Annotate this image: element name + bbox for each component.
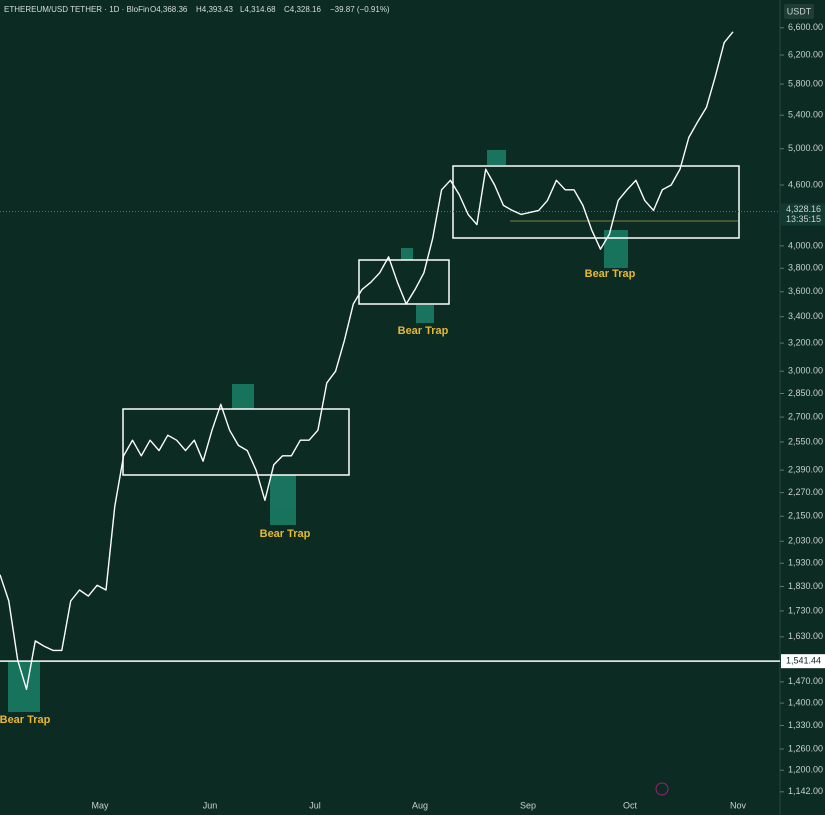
- highlight: [416, 305, 434, 323]
- y-tick-label: 2,550.00: [788, 436, 823, 446]
- y-tick-label: 3,200.00: [788, 337, 823, 347]
- y-tick-label: 1,142.00: [788, 786, 823, 796]
- y-tick-label: 1,330.00: [788, 720, 823, 730]
- y-tick-label: 1,630.00: [788, 631, 823, 641]
- y-tick-label: 1,930.00: [788, 558, 823, 568]
- y-tick-label: 2,150.00: [788, 511, 823, 521]
- y-tick-label: 1,730.00: [788, 605, 823, 615]
- y-tick-label: 3,400.00: [788, 311, 823, 321]
- price-line: [0, 31, 734, 690]
- highlight: [604, 230, 628, 268]
- y-tick-label: 2,270.00: [788, 487, 823, 497]
- countdown: 13:35:15: [786, 214, 821, 224]
- header-value: L4,314.68: [240, 5, 276, 14]
- highlight: [232, 384, 254, 409]
- highlight: [270, 475, 296, 525]
- y-tick-label: 6,600.00: [788, 22, 823, 32]
- y-tick-label: 5,800.00: [788, 78, 823, 88]
- y-tick-label: 1,400.00: [788, 697, 823, 707]
- y-tick-label: 1,470.00: [788, 676, 823, 686]
- currency-badge: [784, 4, 814, 19]
- y-tick-label: 2,030.00: [788, 536, 823, 546]
- y-tick-label: 1,200.00: [788, 765, 823, 775]
- y-tick-label: 3,000.00: [788, 366, 823, 376]
- chart-title: ETHEREUM/USD TETHER · 1D · BloFin: [4, 5, 149, 14]
- x-tick-label: Jul: [309, 800, 321, 810]
- highlight: [8, 662, 40, 712]
- y-tick-label: 1,830.00: [788, 581, 823, 591]
- header-value: −39.87 (−0.91%): [330, 5, 390, 14]
- highlight: [487, 150, 506, 165]
- y-tick-label: 2,390.00: [788, 465, 823, 475]
- annotation: Bear Trap: [585, 268, 636, 280]
- annotation: Bear Trap: [260, 528, 311, 540]
- last-price-label: 4,328.16: [786, 204, 821, 214]
- y-tick-label: 5,000.00: [788, 143, 823, 153]
- x-tick-label: May: [91, 800, 109, 810]
- header-value: O4,368.36: [150, 5, 188, 14]
- x-tick-label: Jun: [203, 800, 218, 810]
- currency: USDT: [787, 6, 812, 16]
- event-icon[interactable]: [655, 782, 669, 796]
- y-tick-label: 2,700.00: [788, 411, 823, 421]
- x-tick-label: Aug: [412, 800, 428, 810]
- level-label: 1,541.44: [786, 656, 821, 666]
- header-value: H4,393.43: [196, 5, 233, 14]
- y-tick-label: 3,600.00: [788, 286, 823, 296]
- level-badge: [781, 654, 825, 669]
- y-tick-label: 1,260.00: [788, 743, 823, 753]
- y-tick-label: 3,800.00: [788, 263, 823, 273]
- annotation: Bear Trap: [398, 325, 449, 337]
- x-tick-label: Sep: [520, 800, 536, 810]
- highlight: [401, 248, 413, 260]
- header-value: C4,328.16: [284, 5, 321, 14]
- x-tick-label: Oct: [623, 800, 638, 810]
- y-tick-label: 6,200.00: [788, 49, 823, 59]
- trap-highlights: [8, 150, 628, 712]
- range-box: [122, 408, 350, 476]
- y-tick-label: 2,850.00: [788, 388, 823, 398]
- y-tick-label: 4,000.00: [788, 240, 823, 250]
- x-tick-label: Nov: [730, 800, 747, 810]
- y-tick-label: 5,400.00: [788, 110, 823, 120]
- range-box: [358, 259, 450, 305]
- annotation: Bear Trap: [0, 714, 51, 726]
- last-price-badge: [781, 203, 825, 226]
- y-tick-label: 4,600.00: [788, 179, 823, 189]
